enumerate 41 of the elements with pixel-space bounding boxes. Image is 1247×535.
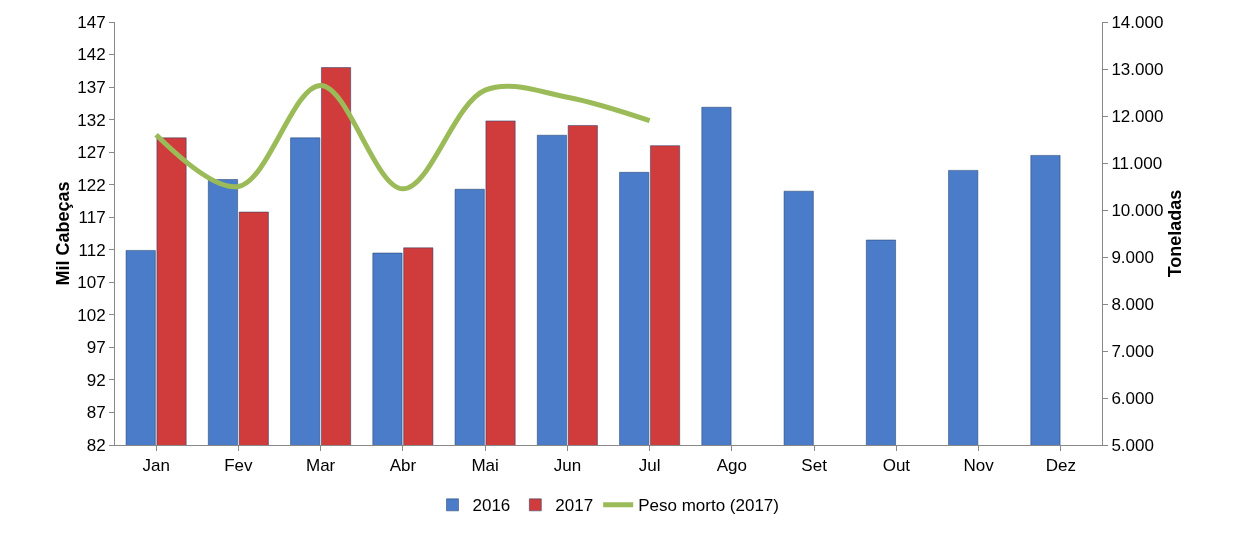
y-tick-label: 147 [77,12,106,32]
y2-tick-label: 13.000 [1111,59,1164,79]
y2-tick-label: 12.000 [1111,106,1164,126]
y2-tick-label: 7.000 [1111,341,1154,361]
y-tick-label: 127 [77,143,106,163]
y-axis-title: Mil Cabeças [53,181,73,286]
y2-tick-label: 6.000 [1111,388,1154,408]
y-tick-label: 102 [77,305,106,325]
y-tick-label: 122 [77,175,106,195]
y-tick-label: 117 [78,208,106,228]
x-tick-label: Mar [305,456,336,476]
y2-tick-label: 9.000 [1111,247,1154,267]
x-tick-label: Nov [963,456,995,476]
y-tick-label: 142 [77,45,106,65]
y-tick-label: 82 [86,435,106,455]
x-tick-label: Abr [389,456,417,476]
y2-tick-label: 14.000 [1111,12,1164,32]
y2-axis-title: Toneladas [1165,189,1186,278]
y-tick-label: 92 [86,370,106,390]
y-tick-label: 132 [77,110,106,130]
y2-tick-label: 8.000 [1111,294,1154,314]
x-tick-label: Out [882,456,911,476]
x-tick-label: Jan [142,456,170,476]
x-tick-label: Fev [224,456,254,476]
x-tick-label: Set [801,456,828,476]
y-tick-label: 112 [78,240,106,260]
legend-label: 2016 [472,496,511,516]
y-tick-label: 97 [86,338,106,358]
legend-label: Peso morto (2017) [638,496,779,516]
x-tick-label: Jun [553,456,582,476]
y2-tick-label: 10.000 [1111,200,1164,220]
x-tick-label: Jul [638,456,661,476]
x-tick-label: Ago [716,456,748,476]
y-tick-label: 87 [86,403,106,423]
x-tick-label: Mai [471,456,499,476]
y2-tick-label: 5.000 [1111,435,1154,455]
x-tick-label: Dez [1045,456,1076,476]
y2-tick-label: 11.000 [1111,153,1163,173]
legend-label: 2017 [555,496,594,516]
y-tick-label: 107 [77,273,106,293]
y-tick-label: 137 [77,78,106,98]
